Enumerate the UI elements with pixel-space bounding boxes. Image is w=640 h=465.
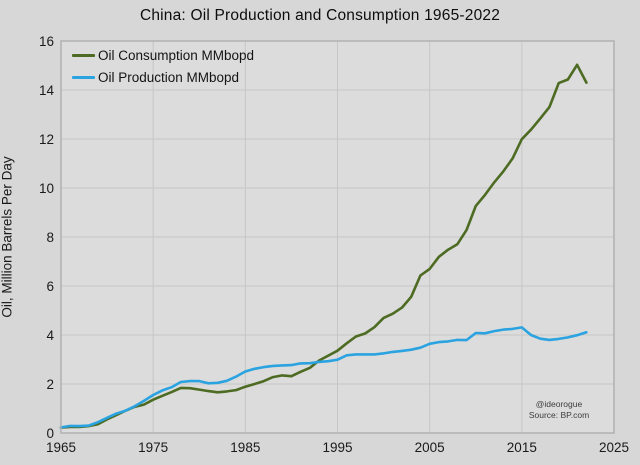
x-tick-label: 1975	[138, 440, 169, 455]
x-tick-label: 1965	[45, 440, 77, 455]
y-tick-label: 12	[38, 132, 54, 147]
y-tick-label: 8	[46, 230, 54, 245]
y-tick-label: 4	[46, 328, 54, 343]
legend-label: Oil Production MMbopd	[98, 70, 240, 85]
y-tick-label: 14	[38, 83, 54, 98]
legend-item: Oil Consumption MMbopd	[72, 48, 254, 63]
x-tick-label: 2025	[598, 440, 630, 455]
y-tick-label: 2	[46, 377, 54, 392]
legend-line-swatch	[72, 54, 95, 57]
watermark: @ideorogue Source: BP.com	[510, 399, 608, 422]
x-tick-label: 2005	[414, 440, 445, 455]
x-tick-label: 1985	[230, 440, 261, 455]
legend: Oil Consumption MMbopd Oil Production MMb…	[72, 48, 254, 85]
chart-title: China: Oil Production and Consumption 19…	[139, 7, 501, 24]
legend-item: Oil Production MMbopd	[72, 70, 254, 85]
y-tick-label: 6	[46, 279, 54, 294]
plot-border	[60, 40, 615, 434]
legend-line-swatch	[72, 76, 95, 79]
y-tick-label: 10	[38, 181, 54, 196]
watermark-handle: @ideorogue	[535, 399, 583, 409]
y-tick-label: 16	[38, 34, 54, 49]
series-line-production	[59, 326, 588, 429]
watermark-source: Source: BP.com	[528, 410, 590, 421]
y-tick-label: 0	[46, 426, 54, 441]
legend-label: Oil Consumption MMbopd	[98, 48, 255, 63]
x-tick-label: 1995	[322, 440, 353, 455]
x-tick-label: 2015	[506, 440, 537, 455]
series-line-consumption	[59, 63, 588, 429]
